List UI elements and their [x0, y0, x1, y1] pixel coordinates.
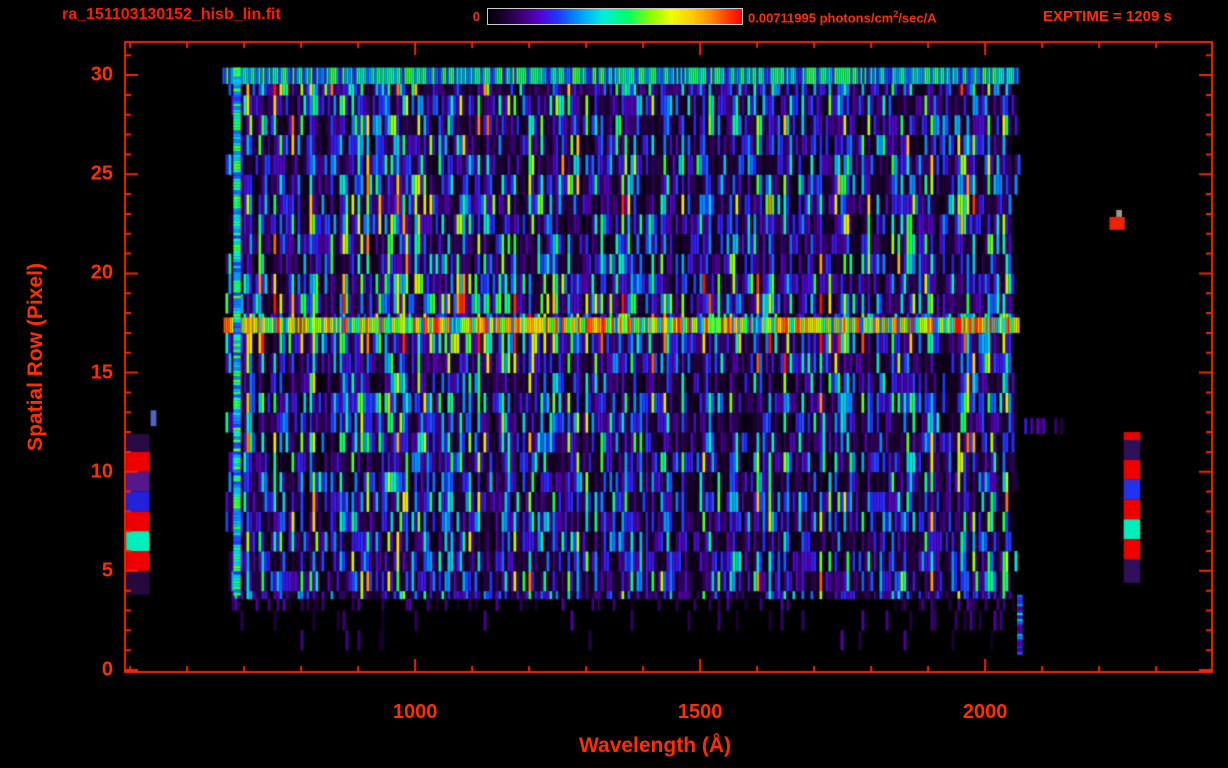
x-axis-title: Wavelength (Å): [578, 734, 732, 757]
filename-title: ra_151103130152_hisb_lin.fit: [62, 6, 281, 23]
y-tick-label: 25: [90, 162, 113, 185]
colorbar: [487, 8, 743, 25]
x-tick-label: 1500: [677, 701, 723, 723]
y-tick-label: 0: [101, 658, 113, 681]
y-tick-label: 5: [101, 559, 113, 582]
colorbar-max-prefix: 0.00711995 photons/cm: [748, 10, 894, 26]
colorbar-min-label: 0: [472, 9, 480, 24]
x-tick-label: 1000: [392, 701, 438, 723]
exptime-label: EXPTIME = 1209 s: [1043, 8, 1172, 25]
y-axis-title: Spatial Row (Pixel): [24, 263, 47, 451]
colorbar-max-sup: 2: [893, 9, 899, 19]
y-tick-label: 10: [90, 460, 113, 483]
y-tick-label: 20: [90, 261, 113, 284]
colorbar-max-label: 0.00711995 photons/cm2/sec/A: [748, 9, 937, 25]
colorbar-max-suffix: /sec/A: [898, 10, 937, 26]
y-tick-label: 15: [90, 361, 113, 384]
y-tick-label: 30: [90, 63, 113, 86]
x-tick-label: 2000: [962, 701, 1008, 723]
